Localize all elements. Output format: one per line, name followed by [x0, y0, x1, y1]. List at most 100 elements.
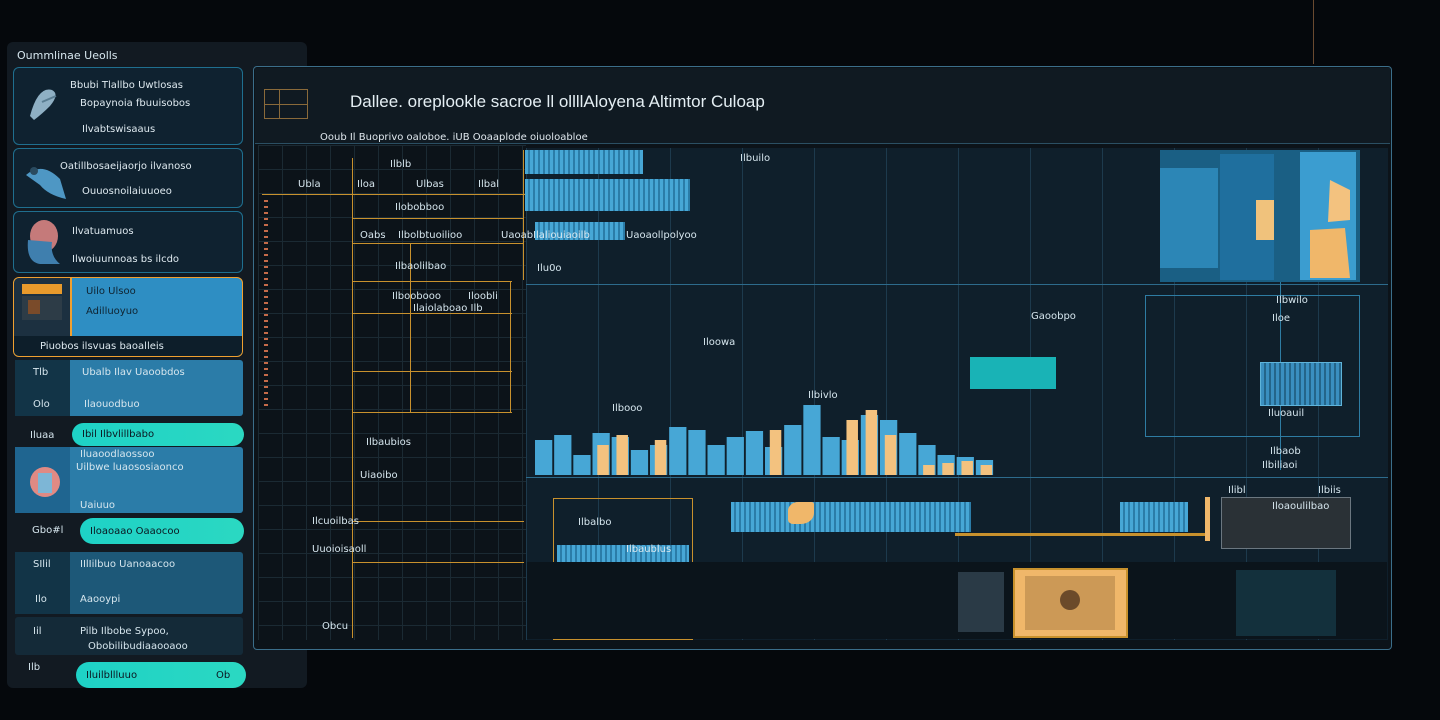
portrait-thumbnail-icon — [27, 220, 60, 264]
device-image-icon — [1025, 576, 1115, 630]
row-line: Uilbwe luaososiaonco — [76, 462, 184, 473]
highlight-block — [970, 357, 1056, 389]
row-label: Ilaouodbuo — [84, 399, 140, 410]
detail-panel — [1221, 497, 1351, 549]
chart-bar — [707, 445, 725, 475]
row-sublabel: Obobilibudiaaooaoo — [88, 641, 188, 652]
row-tag: Olo — [33, 399, 50, 410]
bar-chart — [535, 405, 994, 475]
row-tag: Ilo — [35, 594, 47, 605]
row-tag: Iluaa — [30, 430, 55, 441]
grid-line — [352, 371, 512, 372]
card-line: Adilluoyuo — [86, 306, 139, 317]
grid-label: Ilobobboo — [395, 202, 445, 213]
sidebar-card-3[interactable]: Ilvatuamuos Ilwoiuunnoas bs ilcdo — [13, 211, 243, 273]
chart-bar — [630, 450, 649, 475]
grid-line — [352, 412, 512, 413]
axis-tick-marks — [264, 200, 268, 410]
chart-bar — [688, 430, 706, 475]
grid-label: Ilbal — [478, 179, 499, 190]
card-line: Uilo Ulsoo — [86, 286, 136, 297]
sidebar-pill-button[interactable]: Iluilbllluuo Ob — [76, 662, 246, 688]
pill-label: Ibil Ilbvlillbabo — [82, 429, 155, 440]
chart-label: Ilbalbo — [578, 517, 612, 528]
grid-label: Ilbolbtuoilioo — [398, 230, 463, 241]
grid-label: Ulbas — [416, 179, 444, 190]
row-label: Ubalb Ilav Uaoobdos — [82, 367, 185, 378]
grid-label: Ilbaolilbao — [395, 261, 447, 272]
axis-label: Ilcuoilbas — [312, 516, 359, 527]
chart-label: Ilibl — [1228, 485, 1246, 496]
marker — [788, 502, 814, 524]
page-title: Dallee. oreplookle sacroe ll ollllAloyen… — [350, 92, 765, 111]
chart-bar — [784, 425, 802, 475]
chart-label: Iloaoulilbao — [1272, 501, 1330, 512]
grid-label: Oabs — [360, 230, 386, 241]
grid-line — [526, 284, 1388, 285]
grid-line — [410, 243, 411, 413]
slider-handle[interactable] — [1205, 497, 1210, 541]
sidebar-pill-button[interactable]: Ibil Ilbvlillbabo — [72, 423, 244, 446]
gauge-icon — [30, 467, 60, 497]
media-thumbnail[interactable] — [1013, 568, 1128, 638]
card-line: Oatillbosaeijaorjo ilvanoso — [60, 161, 192, 172]
grid-line — [352, 158, 353, 638]
chart-label: Ilbiliaoi — [1262, 460, 1298, 471]
preview-thumbnail[interactable] — [1160, 150, 1360, 282]
grid-line — [510, 281, 511, 413]
sidebar-card-2[interactable]: Oatillbosaeijaorjo ilvanoso Ouuosnoilaiu… — [13, 148, 243, 208]
chart-label: Ilbivlo — [808, 390, 838, 401]
bird-thumbnail-icon — [26, 167, 66, 199]
card-line: Bbubi Tlallbo Uwtlosas — [70, 80, 183, 91]
row-label: Aaooypi — [80, 594, 121, 605]
pill-end-label: Ob — [216, 670, 231, 681]
chart-bar — [899, 433, 917, 475]
chart-bar — [616, 435, 628, 475]
row-label: IIlIilbuo Uanoaacoo — [80, 559, 176, 570]
grid-line — [352, 562, 524, 563]
chart-label: Iluoauil — [1268, 408, 1305, 419]
row-tag: Iil — [33, 626, 42, 637]
card-footer-text: Piuobos ilsvuas baoalleis — [40, 341, 164, 352]
grid-label: Uaoab — [501, 230, 534, 241]
chart-label: Ilbaublus — [626, 544, 672, 555]
stats-card[interactable] — [1260, 362, 1342, 406]
info-box — [1145, 295, 1360, 437]
row-tag-strip — [15, 360, 70, 416]
screen-thumbnail-icon — [22, 284, 62, 320]
chart-bar — [803, 405, 821, 475]
row-label: Pilb Ilbobe Sypoo, — [80, 626, 169, 637]
grid-label: Iloa — [357, 179, 375, 190]
row-line: Iluaoodlaossoo — [80, 449, 155, 460]
sidebar-pill-button[interactable]: Iloaoaao Oaaocoo — [80, 518, 244, 544]
grid-line — [352, 313, 512, 314]
row-tag: Gbo#l — [32, 525, 64, 536]
slider-track[interactable] — [955, 533, 1210, 536]
axis-label: Uuoioisaoll — [312, 544, 367, 555]
sidebar-card-1[interactable]: Bbubi Tlallbo Uwtlosas Bopaynoia fbuuiso… — [13, 67, 243, 145]
chart-bar — [573, 455, 591, 475]
chart-bar — [654, 440, 667, 475]
pill-label: Iluilbllluuo — [86, 670, 138, 681]
chart-bar — [726, 437, 744, 475]
grid-label: Ilblb — [390, 159, 412, 170]
chart-bar — [980, 465, 993, 475]
grid-icon[interactable] — [264, 89, 308, 119]
sidebar-title: Oummlinae Ueolls — [17, 49, 118, 62]
chart-bar — [822, 437, 840, 475]
chart-bar — [865, 410, 878, 475]
device-thumbnail — [958, 572, 1004, 632]
sidebar-row-3[interactable] — [15, 617, 243, 655]
row-tag: Tlb — [33, 367, 49, 378]
plant-thumbnail — [1236, 570, 1336, 636]
chart-label: Ilbuilo — [740, 153, 771, 164]
divider — [1313, 0, 1314, 64]
card-footer: Piuobos ilsvuas baoalleis — [14, 336, 242, 356]
grid-line — [352, 243, 524, 244]
chart-label: Ilbooo — [612, 403, 643, 414]
chart-label: Iloowa — [703, 337, 736, 348]
sidebar-card-selected[interactable]: Uilo Ulsoo Adilluoyuo Piuobos ilsvuas ba… — [13, 277, 243, 357]
chart-label: Ilaliouiaoilb — [533, 230, 590, 241]
chart-bar — [535, 440, 553, 475]
axis-label: Obcu — [322, 621, 349, 632]
